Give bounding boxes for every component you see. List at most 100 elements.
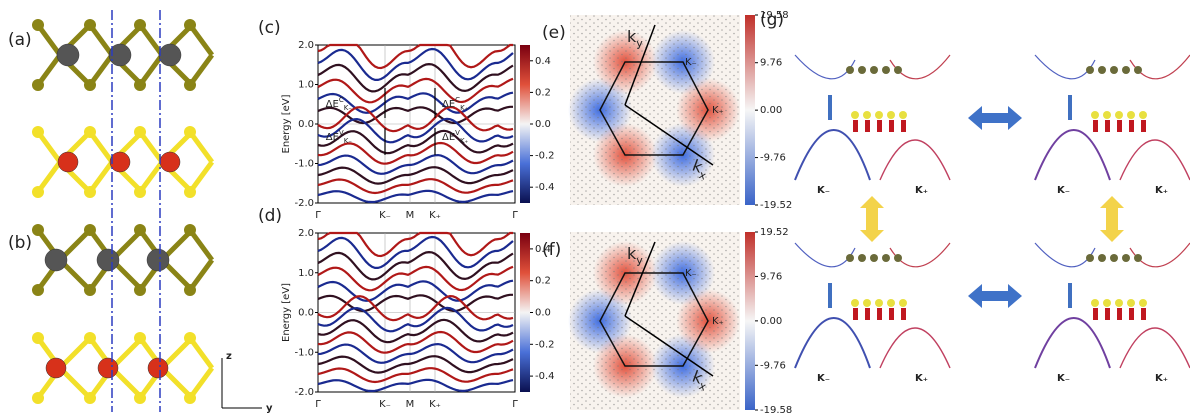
switch-arrow	[860, 196, 884, 242]
atom	[882, 254, 890, 262]
atom	[1103, 111, 1111, 119]
atom	[887, 299, 895, 307]
text-part: K₊	[460, 104, 469, 112]
atom	[877, 120, 882, 132]
bond	[35, 160, 63, 194]
valley-label: K₋	[817, 373, 830, 384]
bands	[317, 231, 514, 393]
atom	[184, 284, 196, 296]
x-tick-label: Γ	[315, 399, 321, 410]
axis-label: z	[226, 351, 232, 362]
panel-label: (f)	[542, 240, 561, 260]
atom	[184, 19, 196, 31]
colorbar	[520, 45, 530, 203]
y-tick-label: -2.0	[294, 387, 314, 398]
annotation: ΔECK₊	[442, 96, 469, 112]
colorbar-tick-label: -0.2	[535, 339, 555, 350]
x-tick-label: K₋	[379, 399, 391, 410]
bond	[137, 53, 165, 87]
band-line	[317, 293, 513, 313]
text-part: k	[627, 244, 637, 263]
atom	[875, 299, 883, 307]
y-axis-label: Energy [eV]	[281, 283, 292, 342]
band-line	[317, 231, 513, 258]
grid-dots	[570, 15, 740, 205]
band-curve	[889, 54, 951, 80]
bond	[58, 366, 92, 400]
panel-label: (e)	[542, 23, 566, 43]
atom	[865, 120, 870, 132]
text-part: k	[627, 27, 637, 46]
panel-label: (b)	[8, 233, 32, 253]
atom	[887, 111, 895, 119]
atom	[184, 392, 196, 404]
x-tick-label: M	[406, 399, 415, 410]
grid-dots	[570, 232, 740, 410]
atom	[184, 126, 196, 138]
band-curve	[879, 327, 951, 369]
band-line	[317, 378, 514, 393]
text-part: K₋	[344, 137, 353, 145]
valley-label: K₊	[1155, 185, 1168, 196]
band-line	[317, 153, 514, 175]
bond	[35, 23, 63, 57]
band-curve	[794, 54, 856, 80]
bond	[87, 53, 115, 87]
switch-arrow	[1100, 196, 1124, 242]
y-tick-label: -1.0	[294, 159, 314, 170]
bond	[35, 53, 63, 87]
atom	[901, 308, 906, 320]
band-curve	[889, 242, 951, 268]
text-part: C	[339, 96, 344, 104]
band-line	[317, 355, 514, 374]
valley-label: K₋	[817, 185, 830, 196]
atom	[1091, 111, 1099, 119]
atom	[109, 151, 131, 173]
k-axis	[624, 24, 656, 106]
atom	[147, 357, 169, 379]
band-line	[317, 250, 514, 281]
y-tick-label: 1.0	[298, 268, 314, 279]
atom	[134, 79, 146, 91]
k-axis	[624, 104, 714, 166]
valley-label: K₊	[712, 105, 724, 116]
colorbar-tick-label: 0.2	[535, 276, 551, 287]
atom	[184, 332, 196, 344]
band-curve	[1034, 317, 1111, 369]
atom	[1098, 66, 1106, 74]
band-line	[317, 141, 514, 165]
colorbar-tick-label: -0.4	[535, 371, 555, 382]
atom	[870, 254, 878, 262]
colorbar-tick-label: -9.76	[760, 360, 786, 371]
atom	[108, 43, 132, 67]
bond	[187, 53, 215, 87]
atom	[32, 392, 44, 404]
bond	[137, 160, 165, 194]
x-tick-label: Γ	[512, 399, 518, 410]
atom	[32, 19, 44, 31]
atom	[1105, 120, 1110, 132]
atom	[134, 126, 146, 138]
atom	[846, 254, 854, 262]
atom	[134, 224, 146, 236]
bond	[187, 258, 215, 292]
valley-label: K₋	[685, 268, 697, 279]
band-line	[317, 43, 513, 70]
band-line	[317, 166, 514, 185]
atom	[899, 299, 907, 307]
atom	[97, 357, 119, 379]
bands	[317, 43, 514, 204]
colorbar-tick-label: 0.4	[535, 56, 551, 67]
atom	[1086, 66, 1094, 74]
atom	[858, 254, 866, 262]
colorbar	[520, 233, 530, 392]
y-tick-label: 0.0	[298, 308, 314, 319]
annotation: ΔECK₋	[326, 96, 353, 112]
valley-label: K₊	[915, 185, 928, 196]
bond	[187, 228, 215, 262]
atom	[184, 79, 196, 91]
atom	[882, 66, 890, 74]
atom	[863, 299, 871, 307]
k-label: ky	[627, 27, 643, 50]
